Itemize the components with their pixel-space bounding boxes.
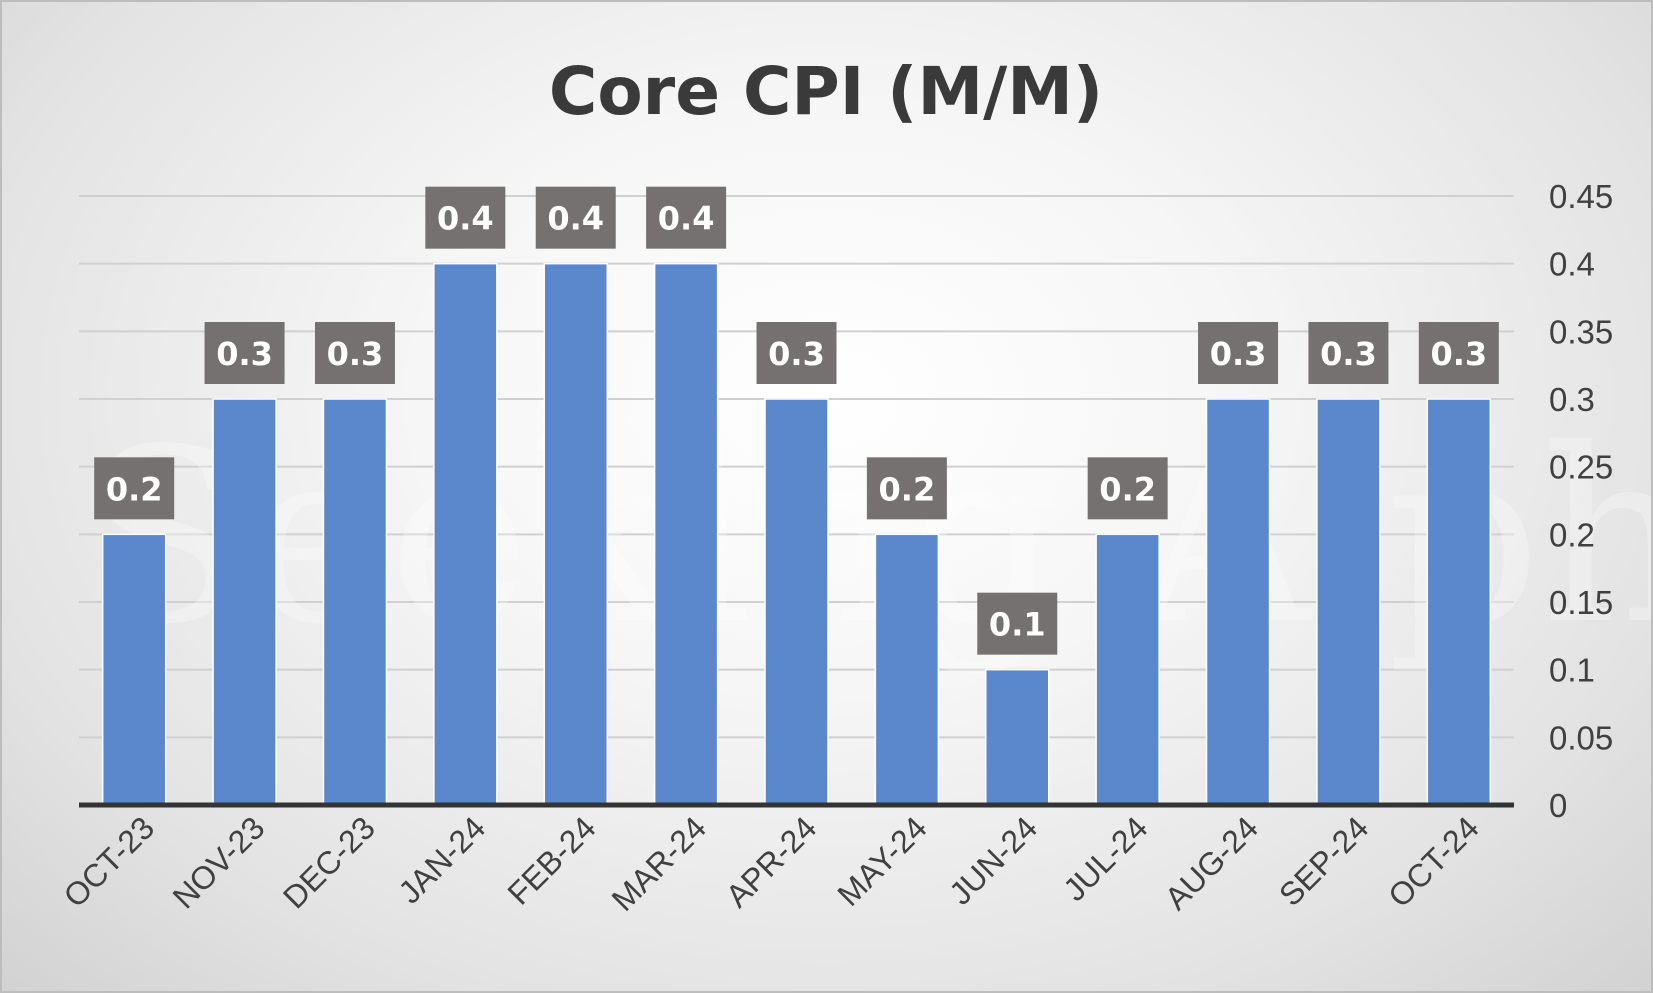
x-tick-label: APR-24 xyxy=(719,809,824,914)
data-label-box xyxy=(646,186,727,249)
data-label-box xyxy=(314,322,395,384)
data-label-box xyxy=(977,592,1058,655)
data-label-box xyxy=(94,457,175,520)
data-label-box xyxy=(1087,457,1168,520)
bar xyxy=(985,668,1050,806)
x-tick-label: AUG-24 xyxy=(1158,809,1265,916)
x-tick-label: NOV-23 xyxy=(166,809,272,915)
x-tick-label: JUL-24 xyxy=(1056,809,1154,907)
y-tick-label: 0.4 xyxy=(1549,246,1595,283)
data-label-value: 0.2 xyxy=(106,470,163,508)
bar xyxy=(433,262,498,806)
bar xyxy=(653,262,719,806)
data-labels: 0.2 0.3 0.3 0.4 0.4 0.4 0.3 0.2 0.1 0.2 0.3 0.3 0.3 xyxy=(94,186,1499,655)
y-tick-label: 0.35 xyxy=(1549,313,1613,350)
data-label-box xyxy=(866,457,947,520)
data-label-value: 0.3 xyxy=(216,335,273,373)
y-tick-label: 0.05 xyxy=(1549,719,1613,756)
y-tick-label: 0.3 xyxy=(1549,381,1595,418)
data-label-value: 0.3 xyxy=(327,335,384,373)
chart-title: Core CPI (M/M) xyxy=(549,53,1103,130)
data-label-value: 0.4 xyxy=(547,200,604,238)
data-label: 0.2 xyxy=(94,457,175,520)
data-label: 0.2 xyxy=(866,457,947,520)
data-label: 0.3 xyxy=(204,322,285,384)
bars xyxy=(101,262,1492,806)
data-label: 0.3 xyxy=(756,322,837,384)
bar xyxy=(1426,398,1492,806)
data-label: 0.3 xyxy=(1198,322,1279,384)
bar xyxy=(874,533,940,806)
bar xyxy=(101,533,167,806)
x-tick-label: SEP-24 xyxy=(1272,809,1375,912)
y-tick-label: 0 xyxy=(1549,787,1567,824)
x-tick-label: OCT-23 xyxy=(56,809,161,914)
y-tick-label: 0.15 xyxy=(1549,584,1613,621)
data-label-value: 0.2 xyxy=(879,470,936,508)
data-label-box xyxy=(1418,322,1499,384)
x-axis-ticks: OCT-23 NOV-23 DEC-23 JAN-24 FEB-24 MAR-24 APR-… xyxy=(56,809,1485,917)
data-label: 0.3 xyxy=(1418,322,1499,384)
watermark: Seeking Alpha xyxy=(82,397,1651,677)
data-label-box xyxy=(1308,322,1389,384)
data-label-box xyxy=(204,322,285,384)
x-tick-label: FEB-24 xyxy=(501,809,603,911)
y-tick-label: 0.1 xyxy=(1549,652,1595,689)
x-tick-label: MAR-24 xyxy=(605,809,713,917)
bar xyxy=(1316,398,1381,806)
x-tick-label: MAY-24 xyxy=(830,809,933,912)
y-tick-label: 0.45 xyxy=(1549,178,1613,215)
x-tick-label: JAN-24 xyxy=(391,809,492,910)
bar xyxy=(543,262,608,806)
data-label-value: 0.3 xyxy=(1430,335,1487,373)
data-label-value: 0.4 xyxy=(658,200,715,238)
data-label: 0.3 xyxy=(314,322,395,384)
data-label: 0.4 xyxy=(535,186,616,249)
data-label-box xyxy=(535,186,616,249)
data-label-box xyxy=(1198,322,1279,384)
bar xyxy=(1095,533,1160,806)
data-label: 0.4 xyxy=(425,186,506,249)
data-label: 0.2 xyxy=(1087,457,1168,520)
data-label: 0.1 xyxy=(977,592,1058,655)
y-tick-label: 0.2 xyxy=(1549,516,1595,553)
data-label-value: 0.3 xyxy=(768,335,825,373)
x-tick-label: DEC-23 xyxy=(276,809,382,915)
bar xyxy=(212,398,277,806)
data-label-value: 0.4 xyxy=(437,200,494,238)
data-label-value: 0.2 xyxy=(1099,470,1156,508)
data-label: 0.3 xyxy=(1308,322,1389,384)
y-tick-label: 0.25 xyxy=(1549,449,1613,486)
data-label-value: 0.3 xyxy=(1210,335,1267,373)
bar xyxy=(1205,398,1271,806)
data-label-value: 0.3 xyxy=(1320,335,1377,373)
data-label-value: 0.1 xyxy=(989,606,1046,644)
data-label-box xyxy=(425,186,506,249)
x-tick-label: JUN-24 xyxy=(942,809,1044,911)
y-axis-ticks: 0 0.05 0.1 0.15 0.2 0.25 0.3 0.35 0.4 0.45 xyxy=(1549,178,1613,824)
bar xyxy=(322,398,388,806)
bar xyxy=(764,398,829,806)
data-label: 0.4 xyxy=(646,186,727,249)
watermark-text: Seeking Alpha xyxy=(82,397,1651,677)
data-label-box xyxy=(756,322,837,384)
x-tick-label: OCT-24 xyxy=(1381,809,1486,914)
